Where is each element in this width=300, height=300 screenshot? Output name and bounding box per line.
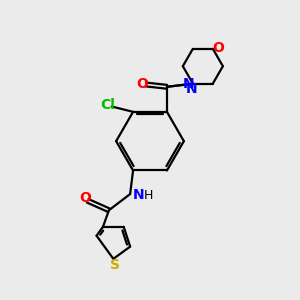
Text: N: N <box>186 82 197 96</box>
Text: N: N <box>133 188 144 202</box>
Text: H: H <box>144 189 153 202</box>
Text: N: N <box>183 77 194 91</box>
Text: O: O <box>79 191 91 206</box>
Text: O: O <box>212 41 224 55</box>
Text: Cl: Cl <box>100 98 115 112</box>
Text: O: O <box>136 77 148 91</box>
Text: S: S <box>110 258 120 272</box>
